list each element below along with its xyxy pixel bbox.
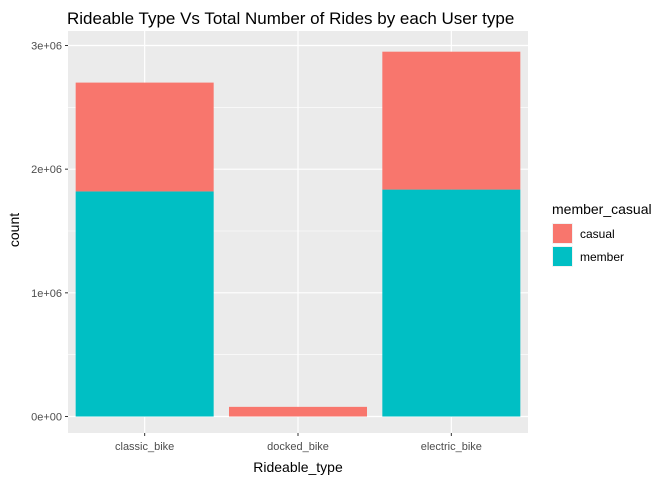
chart-title: Rideable Type Vs Total Number of Rides b… <box>67 9 514 28</box>
y-axis-title: count <box>6 213 22 247</box>
x-axis-title: Rideable_type <box>253 459 343 475</box>
bar-casual-classic_bike <box>75 82 214 192</box>
y-tick-label: 2e+06 <box>31 164 62 176</box>
y-tick-label: 0e+00 <box>31 412 62 424</box>
x-tick-label: electric_bike <box>421 441 482 453</box>
y-axis: 0e+00 1e+06 2e+06 3e+06 <box>31 41 68 424</box>
legend-label-casual: casual <box>580 227 615 241</box>
bar-casual-docked_bike <box>229 406 367 417</box>
bar-member-electric_bike <box>382 189 521 417</box>
legend-swatch-member <box>553 247 572 266</box>
legend-title: member_casual <box>552 201 652 217</box>
legend-swatch-casual <box>553 224 572 243</box>
bar-casual-electric_bike <box>382 51 521 190</box>
legend-label-member: member <box>580 250 624 264</box>
x-tick-label: docked_bike <box>267 441 329 453</box>
y-tick-label: 3e+06 <box>31 41 62 53</box>
bar-member-classic_bike <box>75 191 214 417</box>
y-tick-label: 1e+06 <box>31 288 62 300</box>
x-axis: classic_bike docked_bike electric_bike <box>115 433 482 453</box>
bars <box>75 51 521 417</box>
legend: member_casual casual member <box>552 201 652 267</box>
x-tick-label: classic_bike <box>115 441 174 453</box>
legend-items: casual member <box>552 223 624 267</box>
